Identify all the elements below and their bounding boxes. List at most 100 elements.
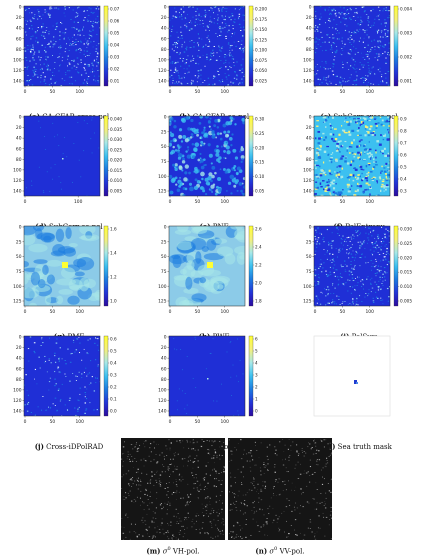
x-tick-label: 100 <box>221 309 230 315</box>
panel-j-title: Cross-iDPolRAD <box>44 443 103 451</box>
y-tick-label: 40 <box>161 26 167 32</box>
x-tick-label: 50 <box>340 199 346 205</box>
y-tick-label: 80 <box>161 377 167 383</box>
x-tick-label: 0 <box>169 89 172 95</box>
colorbar-tick-label: 0.075 <box>255 58 267 63</box>
x-tick-label: 100 <box>366 89 375 95</box>
y-tick-label: 20 <box>16 125 22 131</box>
y-tick-label: 125 <box>158 189 167 195</box>
colorbar-tick-label: 2.0 <box>255 281 262 286</box>
colorbar-tick-label: 0.05 <box>255 189 265 194</box>
x-tick-label: 0 <box>314 309 317 315</box>
y-tick-label: 80 <box>16 377 22 383</box>
y-tick-label: 100 <box>13 167 22 173</box>
x-tick-label: 100 <box>76 89 85 95</box>
y-tick-label: 140 <box>158 409 167 415</box>
colorbar-tick-label: 0.010 <box>110 178 122 183</box>
y-tick-label: 25 <box>161 129 167 135</box>
panel-c-heatmap <box>314 6 391 87</box>
y-tick-label: 20 <box>306 125 312 131</box>
x-tick-label: 100 <box>76 419 85 425</box>
x-tick-label: 100 <box>221 89 230 95</box>
colorbar-tick-label: 0.05 <box>110 31 120 36</box>
colorbar <box>104 116 108 196</box>
y-tick-label: 20 <box>16 15 22 21</box>
x-tick-label: 100 <box>221 199 230 205</box>
colorbar-tick-label: 2.4 <box>255 245 262 250</box>
colorbar-tick-label: 0.025 <box>400 241 412 246</box>
colorbar-tick-label: 0.005 <box>400 299 412 304</box>
y-tick-label: 60 <box>16 36 22 42</box>
colorbar-tick-label: 0.015 <box>400 270 412 275</box>
colorbar-tick-label: 0.005 <box>110 189 122 194</box>
colorbar <box>249 336 253 416</box>
colorbar <box>104 336 108 416</box>
y-tick-label: 40 <box>16 136 22 142</box>
colorbar-tick-label: 0.5 <box>110 349 117 354</box>
colorbar-tick-label: 1.4 <box>110 251 117 256</box>
y-tick-label: 50 <box>161 254 167 260</box>
y-tick-label: 0 <box>309 225 312 231</box>
colorbar <box>249 226 253 306</box>
colorbar-tick-label: 0.050 <box>255 68 267 73</box>
colorbar-tick-label: 1.6 <box>110 227 117 232</box>
x-tick-label: 100 <box>366 199 375 205</box>
colorbar-tick-label: 6 <box>255 337 258 342</box>
y-tick-label: 100 <box>303 57 312 63</box>
y-tick-label: 40 <box>16 26 22 32</box>
x-tick-label: 50 <box>340 89 346 95</box>
colorbar-tick-label: 2.2 <box>255 263 262 268</box>
colorbar-tick-label: 0.15 <box>255 160 265 165</box>
y-tick-label: 40 <box>306 26 312 32</box>
y-tick-label: 25 <box>161 239 167 245</box>
panel-n: (n) σ0 VV-pol. <box>228 438 332 556</box>
y-tick-label: 140 <box>13 79 22 85</box>
y-tick-label: 60 <box>161 366 167 372</box>
y-tick-label: 0 <box>164 335 167 341</box>
y-tick-label: 120 <box>158 68 167 74</box>
colorbar-tick-label: 0.010 <box>400 284 412 289</box>
colorbar-tick-label: 0 <box>255 409 258 414</box>
y-tick-label: 0 <box>19 5 22 11</box>
colorbar-tick-label: 0.020 <box>400 255 412 260</box>
colorbar <box>394 6 398 86</box>
colorbar-tick-label: 0.20 <box>255 145 265 150</box>
y-tick-label: 0 <box>164 5 167 11</box>
colorbar-tick-label: 0.30 <box>255 117 265 122</box>
colorbar-tick-label: 0.150 <box>255 27 267 32</box>
y-tick-label: 75 <box>306 269 312 275</box>
panel-m: (m) σ0 VH-pol. <box>121 438 225 556</box>
y-tick-label: 80 <box>16 157 22 163</box>
y-tick-label: 20 <box>161 15 167 21</box>
y-tick-label: 60 <box>16 146 22 152</box>
y-tick-label: 100 <box>303 167 312 173</box>
panel-j-heatmap <box>24 336 101 416</box>
x-tick-label: 100 <box>221 419 230 425</box>
colorbar-tick-label: 0.020 <box>110 158 122 163</box>
colorbar-tick-label: 0.25 <box>255 131 265 136</box>
y-tick-label: 125 <box>303 299 312 305</box>
colorbar-tick-label: 1.8 <box>255 299 262 304</box>
y-tick-label: 80 <box>16 47 22 53</box>
x-tick-label: 0 <box>314 199 317 205</box>
y-tick-label: 125 <box>158 299 167 305</box>
panel-d-heatmap <box>24 116 100 196</box>
colorbar-tick-label: 0.100 <box>255 48 267 53</box>
colorbar-tick-label: 0.0 <box>110 409 117 414</box>
colorbar-tick-label: 0.9 <box>400 117 407 122</box>
colorbar-tick-label: 0.035 <box>110 127 122 132</box>
colorbar-tick-label: 0.003 <box>400 31 412 36</box>
x-tick-label: 100 <box>366 309 375 315</box>
colorbar <box>249 116 253 196</box>
